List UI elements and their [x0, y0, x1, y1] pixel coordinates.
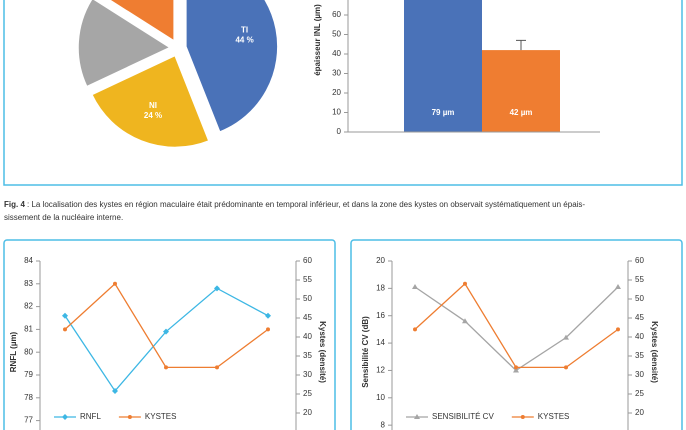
slice-label: NI [149, 101, 157, 110]
marker [214, 285, 220, 292]
y2-tick-label: 50 [303, 294, 312, 303]
y2-tick-label: 55 [303, 275, 312, 284]
pie-slice [108, 0, 175, 43]
y-axis-title: épaisseur INL (µm) [313, 4, 322, 76]
y-tick-label: 78 [24, 393, 33, 402]
marker [463, 281, 467, 286]
y-tick-label: 10 [332, 108, 341, 117]
legend-label: RNFL [80, 412, 101, 421]
marker [462, 318, 468, 324]
marker [514, 365, 518, 370]
y-tick-label: 83 [24, 279, 33, 288]
y2-tick-label: 55 [635, 275, 644, 284]
y2-tick-label: 20 [635, 408, 644, 417]
legend-label: KYSTES [538, 412, 570, 421]
pie-slice [185, 0, 279, 134]
y-tick-label: 8 [381, 420, 386, 429]
y-tick-label: 40 [332, 49, 341, 58]
y-tick-label: 16 [376, 311, 385, 320]
y-tick-label: 79 [24, 370, 33, 379]
y-tick-label: 10 [376, 393, 385, 402]
y-tick-label: 80 [24, 347, 33, 356]
y2-tick-label: 60 [303, 256, 312, 265]
marker [513, 367, 519, 373]
marker [615, 283, 621, 289]
y-tick-label: 20 [332, 88, 341, 97]
marker [616, 327, 620, 332]
y-tick-label: 0 [337, 127, 342, 136]
line [64, 287, 269, 393]
y2-tick-label: 30 [303, 370, 312, 379]
marker [412, 283, 418, 289]
y-tick-label: 82 [24, 302, 33, 311]
marker [215, 365, 219, 370]
y2-axis-title: Kystes (densité) [318, 321, 327, 383]
y-axis-title: RNFL (µm) [9, 331, 18, 372]
pie-slice [90, 54, 210, 149]
y-tick-label: 81 [24, 325, 33, 334]
y-tick-label: 18 [376, 283, 385, 292]
marker [163, 328, 169, 335]
y2-tick-label: 30 [635, 370, 644, 379]
marker [164, 365, 168, 370]
y2-tick-label: 40 [303, 332, 312, 341]
legend-marker [62, 414, 68, 420]
y-tick-label: 12 [376, 366, 385, 375]
y-tick-label: 84 [24, 256, 33, 265]
y-tick-label: 50 [332, 30, 341, 39]
y2-tick-label: 25 [303, 389, 312, 398]
legend-marker [520, 415, 525, 419]
line [64, 282, 269, 369]
slice-value: 44 % [235, 35, 253, 44]
y2-tick-label: 45 [303, 313, 312, 322]
y-tick-label: 14 [376, 338, 385, 347]
y-tick-label: 30 [332, 69, 341, 78]
marker [113, 281, 117, 286]
bar [482, 50, 560, 132]
y-tick-label: 20 [376, 256, 385, 265]
y2-tick-label: 20 [303, 408, 312, 417]
chart-frame [3, 239, 336, 430]
marker [265, 312, 271, 319]
legend-label: KYSTES [145, 412, 177, 421]
y2-tick-label: 35 [635, 351, 644, 360]
y2-tick-label: 50 [635, 294, 644, 303]
error-bar [516, 39, 526, 51]
marker [63, 327, 67, 332]
caption-text: sissement de la nucléaire interne. [4, 213, 123, 222]
figure-frame [3, 0, 683, 186]
y-tick-label: 77 [24, 416, 33, 425]
slice-label: TI [241, 25, 248, 34]
bar [404, 0, 482, 133]
y2-tick-label: 35 [303, 351, 312, 360]
y2-tick-label: 45 [635, 313, 644, 322]
y2-tick-label: 25 [635, 389, 644, 398]
chart-frame [350, 239, 683, 430]
caption-text: : La localisation des kystes en région m… [27, 200, 585, 209]
marker [564, 365, 568, 370]
slice-value: 24 % [144, 111, 162, 120]
line [414, 286, 619, 372]
caption-label: Fig. 4 [4, 200, 25, 209]
marker [266, 327, 270, 332]
legend-marker [414, 414, 420, 419]
legend-marker [127, 415, 132, 419]
marker [413, 327, 417, 332]
marker [563, 334, 569, 340]
y2-axis-title: Kystes (densité) [650, 321, 659, 383]
y-axis-title: Sensibilité CV (dB) [361, 316, 370, 388]
bar-value-label: 79 µm [432, 108, 455, 117]
marker [62, 312, 68, 319]
y2-tick-label: 40 [635, 332, 644, 341]
y2-tick-label: 60 [635, 256, 644, 265]
line [414, 282, 619, 369]
marker [112, 387, 118, 394]
legend-label: SENSIBILITÉ CV [432, 412, 494, 421]
bar-value-label: 42 µm [510, 108, 533, 117]
y-tick-label: 60 [332, 10, 341, 19]
pie-slice [77, 0, 172, 88]
